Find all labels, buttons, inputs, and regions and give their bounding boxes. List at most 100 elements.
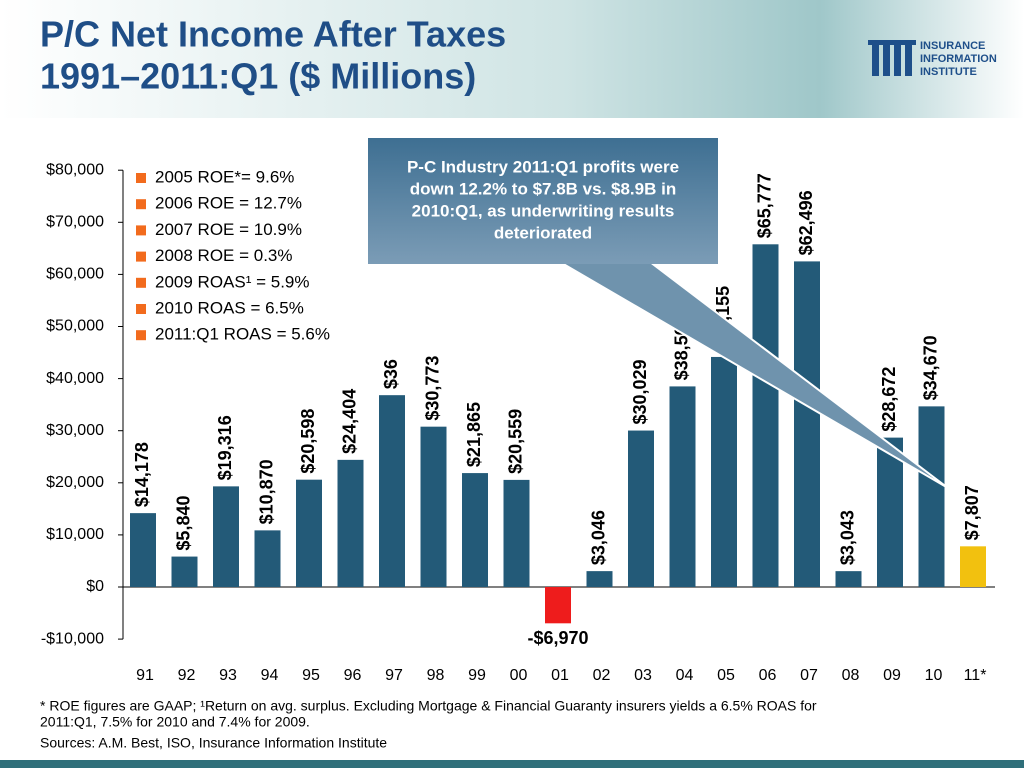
bar bbox=[213, 486, 239, 587]
y-tick-label: $70,000 bbox=[46, 214, 104, 231]
legend-swatch bbox=[136, 225, 146, 236]
bar bbox=[586, 571, 613, 587]
callout-text: deteriorated bbox=[494, 223, 592, 242]
footnote: 2011:Q1, 7.5% for 2010 and 7.4% for 2009… bbox=[40, 714, 310, 730]
legend-swatch bbox=[136, 173, 146, 183]
y-tick-label: $80,000 bbox=[46, 161, 104, 178]
bar bbox=[628, 430, 654, 587]
value-label: $19,316 bbox=[215, 415, 235, 480]
value-label: $14,178 bbox=[132, 442, 152, 507]
legend-label: 2007 ROE = 10.9% bbox=[155, 220, 302, 239]
x-tick-label: 03 bbox=[634, 667, 652, 684]
bar bbox=[171, 556, 198, 587]
legend-label: 2011:Q1 ROAS = 5.6% bbox=[155, 325, 330, 344]
value-label: $20,559 bbox=[505, 409, 525, 474]
x-tick-label: 04 bbox=[676, 667, 694, 684]
logo-text: INFORMATION bbox=[920, 53, 997, 65]
legend-swatch bbox=[136, 199, 146, 210]
x-tick-label: 00 bbox=[510, 667, 528, 684]
y-tick-label: $50,000 bbox=[46, 318, 104, 335]
title: 1991–2011:Q1 ($ Millions) bbox=[40, 56, 476, 97]
value-label: $34,670 bbox=[920, 335, 940, 400]
x-tick-label: 01 bbox=[551, 667, 569, 684]
logo-text: INSURANCE bbox=[920, 40, 985, 52]
bar bbox=[462, 473, 488, 587]
x-tick-label: 10 bbox=[925, 667, 943, 684]
legend-label: 2010 ROAS = 6.5% bbox=[155, 298, 304, 317]
bar bbox=[877, 437, 903, 587]
y-tick-label: $60,000 bbox=[46, 266, 104, 283]
value-label: $62,496 bbox=[796, 190, 816, 255]
callout-text: P-C Industry 2011:Q1 profits were bbox=[407, 157, 679, 176]
value-label: $10,870 bbox=[256, 459, 276, 524]
x-tick-label: 96 bbox=[344, 667, 362, 684]
callout-text: down 12.2% to $7.8B vs. $8.9B in bbox=[410, 179, 676, 198]
x-tick-label: 92 bbox=[178, 667, 196, 684]
legend-label: 2005 ROE*= 9.6% bbox=[155, 167, 294, 186]
legend-swatch bbox=[136, 330, 146, 341]
legend-label: 2009 ROAS¹ = 5.9% bbox=[155, 272, 310, 291]
legend-label: 2006 ROE = 12.7% bbox=[155, 194, 302, 213]
bar bbox=[296, 479, 322, 587]
header-bg bbox=[0, 0, 1024, 118]
logo-mark bbox=[868, 40, 916, 76]
legend-label: 2008 ROE = 0.3% bbox=[155, 246, 293, 265]
x-tick-label: 94 bbox=[261, 667, 279, 684]
value-label: $36 bbox=[381, 359, 401, 389]
value-label: -$6,970 bbox=[527, 628, 588, 648]
bar bbox=[379, 395, 405, 587]
value-label: $3,046 bbox=[588, 510, 608, 565]
value-label: $30,773 bbox=[422, 356, 442, 421]
title: P/C Net Income After Taxes bbox=[40, 14, 506, 55]
bar bbox=[711, 356, 737, 587]
value-label: $7,807 bbox=[962, 485, 982, 540]
y-tick-label: $10,000 bbox=[46, 526, 104, 543]
footnote: Sources: A.M. Best, ISO, Insurance Infor… bbox=[40, 735, 387, 751]
bar bbox=[337, 459, 364, 587]
value-label: $65,777 bbox=[754, 173, 774, 238]
x-tick-label: 99 bbox=[468, 667, 486, 684]
value-label: $5,840 bbox=[173, 496, 193, 551]
legend-swatch bbox=[136, 304, 146, 314]
value-label: $30,029 bbox=[630, 359, 650, 424]
bar bbox=[130, 513, 156, 587]
value-label: $20,598 bbox=[298, 409, 318, 474]
bar bbox=[503, 479, 530, 587]
bar bbox=[835, 571, 862, 587]
x-tick-label: 11* bbox=[964, 667, 987, 684]
footer-band bbox=[0, 760, 1024, 768]
value-label: $21,865 bbox=[464, 402, 484, 467]
y-tick-label: $20,000 bbox=[46, 474, 104, 491]
x-tick-label: 08 bbox=[842, 667, 860, 684]
x-tick-label: 05 bbox=[717, 667, 735, 684]
x-tick-label: 98 bbox=[427, 667, 445, 684]
y-tick-label: $40,000 bbox=[46, 370, 104, 387]
logo-text: INSTITUTE bbox=[920, 66, 977, 78]
callout-text: 2010:Q1, as underwriting results bbox=[412, 201, 675, 220]
x-tick-label: 95 bbox=[302, 667, 320, 684]
bar bbox=[960, 546, 986, 587]
x-tick-label: 91 bbox=[136, 667, 154, 684]
bar bbox=[752, 244, 779, 588]
x-tick-label: 02 bbox=[593, 667, 611, 684]
footnote: * ROE figures are GAAP; ¹Return on avg. … bbox=[40, 698, 817, 714]
bar bbox=[794, 261, 820, 587]
legend-swatch bbox=[136, 251, 146, 262]
y-tick-label: $30,000 bbox=[46, 422, 104, 439]
y-tick-label: -$10,000 bbox=[41, 630, 104, 647]
y-tick-label: $0 bbox=[86, 578, 104, 595]
value-label: $3,043 bbox=[837, 510, 857, 565]
x-tick-label: 93 bbox=[219, 667, 237, 684]
x-tick-label: 07 bbox=[800, 667, 818, 684]
x-tick-label: 06 bbox=[759, 667, 777, 684]
bar bbox=[420, 426, 447, 587]
value-label: $28,672 bbox=[879, 367, 899, 432]
bar bbox=[254, 530, 281, 587]
bar bbox=[545, 587, 571, 624]
legend-swatch bbox=[136, 277, 146, 288]
bar bbox=[918, 406, 945, 587]
x-tick-label: 09 bbox=[883, 667, 901, 684]
bar bbox=[669, 386, 696, 587]
callout-box bbox=[368, 138, 718, 264]
